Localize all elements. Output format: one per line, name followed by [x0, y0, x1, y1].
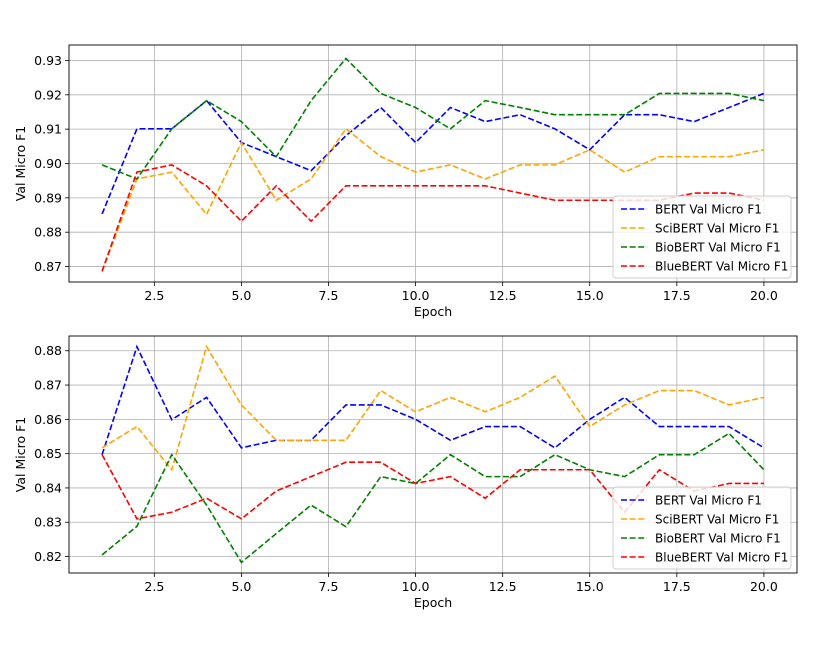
y-ticks: 0.87 0.88 0.89 0.90 0.91 0.92 0.93: [34, 53, 69, 274]
y-tick-label: 0.90: [34, 156, 62, 171]
y-tick-label: 0.87: [34, 378, 62, 393]
x-tick-label: 17.5: [663, 579, 691, 594]
x-tick-label: 20.0: [750, 288, 778, 303]
legend-box: [612, 486, 792, 570]
y-tick-label: 0.84: [34, 480, 62, 495]
y-tick-label: 0.82: [34, 549, 62, 564]
legend-box: [612, 195, 792, 279]
series-line-1: [101, 344, 765, 455]
legend: BERT Val Micro F1 SciBERT Val Micro F1 Bio…: [612, 486, 792, 570]
legend: BERT Val Micro F1 SciBERT Val Micro F1 Bio…: [612, 195, 792, 279]
y-tick-label: 0.92: [34, 87, 62, 102]
x-axis-label: Epoch: [414, 304, 452, 319]
x-axis-label: Epoch: [414, 595, 452, 610]
series-line-3: [101, 57, 765, 180]
legend-entry-1: BERT Val Micro F1: [655, 203, 762, 217]
series-line-4: [101, 454, 764, 520]
x-tick-label: 20.0: [750, 579, 778, 594]
legend-entry-3: BioBERT Val Micro F1: [655, 241, 781, 255]
x-tick-label: 5.0: [231, 288, 251, 303]
x-tick-label: 2.5: [144, 288, 164, 303]
y-tick-label: 0.85: [34, 446, 62, 461]
y-tick-label: 0.93: [34, 53, 62, 68]
series-line-2: [101, 127, 765, 272]
x-tick-label: 2.5: [144, 579, 164, 594]
series-line-3: [101, 432, 765, 564]
x-ticks: 2.5 5.0 7.5 10.0 12.5 15.0 17.5 20.0: [144, 573, 778, 594]
series-line-1: [101, 92, 765, 215]
y-tick-label: 0.88: [34, 343, 62, 358]
x-tick-label: 17.5: [663, 288, 691, 303]
y-tick-label: 0.89: [34, 190, 62, 205]
y-tick-label: 0.86: [34, 412, 62, 427]
legend-entry-3: BioBERT Val Micro F1: [655, 532, 781, 546]
chart-panel-2: 2.5 5.0 7.5 10.0 12.5 15.0 17.5 20.00.820.830.8…: [13, 335, 798, 610]
x-tick-label: 10.0: [402, 579, 430, 594]
x-tick-label: 12.5: [489, 288, 517, 303]
x-tick-label: 15.0: [576, 288, 604, 303]
y-tick-label: 0.87: [34, 259, 62, 274]
y-axis-label: Val Micro F1: [13, 417, 28, 492]
y-tick-label: 0.91: [34, 122, 62, 137]
series-lines: [101, 344, 765, 564]
series-line-2: [101, 344, 765, 472]
y-ticks: 0.82 0.83 0.84 0.85 0.86 0.87 0.88: [34, 343, 69, 564]
legend-entry-4: BlueBERT Val Micro F1: [655, 260, 788, 274]
legend-entry-2: SciBERT Val Micro F1: [655, 222, 779, 236]
x-tick-label: 7.5: [319, 579, 339, 594]
x-ticks: 2.5 5.0 7.5 10.0 12.5 15.0 17.5 20.0: [144, 282, 778, 303]
y-axis-label: Val Micro F1: [13, 126, 28, 201]
x-tick-label: 12.5: [489, 579, 517, 594]
y-tick-label: 0.83: [34, 515, 62, 530]
chart-panel-1: 2.5 5.0 7.5 10.0 12.5 15.0 17.5 20.00.870.880.8…: [13, 44, 798, 319]
y-tick-label: 0.88: [34, 225, 62, 240]
x-tick-label: 5.0: [231, 579, 251, 594]
axes-frame: [68, 335, 798, 574]
legend-entry-4: BlueBERT Val Micro F1: [655, 551, 788, 565]
x-tick-label: 7.5: [319, 288, 339, 303]
x-tick-label: 10.0: [402, 288, 430, 303]
legend-entry-1: BERT Val Micro F1: [655, 494, 762, 508]
legend-entry-2: SciBERT Val Micro F1: [655, 513, 779, 527]
x-tick-label: 15.0: [576, 579, 604, 594]
